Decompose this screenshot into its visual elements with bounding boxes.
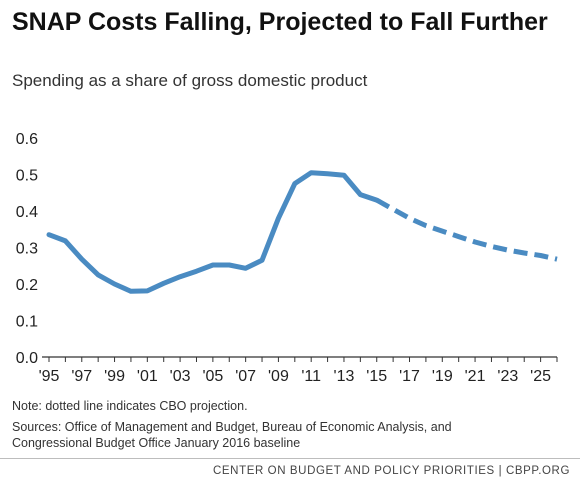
chart-subtitle: Spending as a share of gross domestic pr… [12,71,368,90]
x-tick-label: '03 [170,368,191,385]
x-tick-label: '19 [432,368,453,385]
projection-series-line [375,197,558,262]
actual-series-line [46,170,380,294]
chart-note: Note: dotted line indicates CBO projecti… [12,399,248,413]
x-tick-label: '97 [71,368,92,385]
x-tick-label: '05 [202,368,223,385]
footer-divider [0,458,580,459]
x-tick-label: '07 [235,368,256,385]
y-tick-label: 0.3 [16,241,38,258]
y-tick-label: 0.4 [16,204,38,221]
x-tick-label: '17 [399,368,420,385]
x-tick-label: '25 [530,368,551,385]
x-tick-label: '95 [39,368,60,385]
x-tick-label: '13 [334,368,355,385]
x-tick-label: '23 [497,368,518,385]
chart-title: SNAP Costs Falling, Projected to Fall Fu… [12,8,548,36]
x-tick-label: '09 [268,368,289,385]
y-tick-label: 0.0 [16,350,38,367]
x-tick-label: '11 [301,368,321,385]
x-tick-label: '99 [104,368,125,385]
footer-credit: CENTER ON BUDGET AND POLICY PRIORITIES |… [212,465,570,477]
y-tick-label: 0.2 [16,277,38,294]
y-tick-label: 0.6 [16,131,38,148]
x-tick-label: '15 [366,368,387,385]
y-tick-label: 0.1 [16,314,38,331]
y-tick-label: 0.5 [16,168,38,185]
x-tick-label: '01 [137,368,158,385]
x-tick-label: '21 [465,368,486,385]
chart-sources: Sources: Office of Management and Budget… [12,420,452,450]
